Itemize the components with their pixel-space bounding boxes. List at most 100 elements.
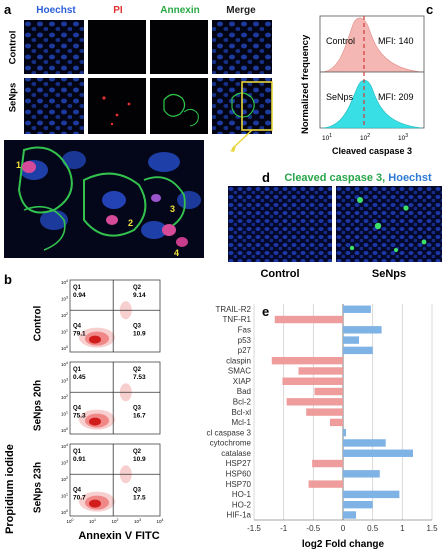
quadrant-name-q4: Q4: [73, 406, 82, 412]
category-label: HIF-1a: [227, 511, 252, 520]
control-pi-image: [88, 20, 146, 74]
flow-ytick: 101: [61, 329, 68, 335]
panel-c-xtick-10-3: 103: [398, 133, 408, 142]
panel-label-a: a: [4, 2, 12, 17]
density-core: [89, 335, 101, 344]
senps-annexin-image: [150, 78, 208, 134]
bar-p27: [343, 346, 373, 355]
flow-xtick: 100: [67, 518, 74, 524]
x-tick-label: -0.5: [306, 524, 320, 533]
quadrant-value-q3: 17.5: [133, 495, 146, 502]
quadrant-value-q2: 9.14: [133, 292, 146, 299]
quadrant-value-q2: 10.9: [133, 456, 146, 463]
quadrant-name-q4: Q4: [73, 324, 82, 330]
flow-xtick: 101: [89, 518, 96, 524]
panel-c-xtick-10-2: 102: [360, 133, 370, 142]
panel-c-xlabel: Cleaved caspase 3: [332, 146, 412, 156]
quadrant-name-q1: Q1: [73, 367, 82, 373]
x-tick-label: 1: [400, 524, 405, 533]
header-annexin: Annexin: [160, 5, 200, 16]
bar-fas: [343, 326, 382, 334]
bar-cl-caspase-3: [343, 428, 346, 437]
category-label: Bad: [237, 387, 251, 396]
quadrant-name-q2: Q2: [133, 367, 142, 373]
bar-hif-1a: [343, 511, 357, 519]
panel-label-e: e: [262, 304, 270, 319]
quadrant-name-q1: Q1: [73, 285, 82, 291]
category-label: cytochrome: [210, 439, 252, 448]
bar-hsp27: [312, 459, 343, 468]
bar-bcl-2: [286, 398, 343, 406]
senps-caspase-image: [336, 186, 442, 262]
bar-ho-2: [343, 500, 373, 509]
senps-mfi: MFI: 209: [378, 92, 414, 102]
bar-hsp70: [308, 480, 343, 488]
bar-cytochrome: [343, 439, 386, 447]
bar-catalase: [343, 449, 414, 457]
x-tick-label: 0.5: [367, 524, 379, 533]
cell-number-4: 4: [174, 248, 179, 258]
control-caspase-image: [228, 186, 332, 262]
header-pi: PI: [113, 5, 123, 16]
quadrant-value-q3: 10.9: [133, 331, 146, 338]
x-tick-label: 1.5: [426, 524, 438, 533]
category-label: HSP70: [226, 480, 252, 489]
category-label: Bcl-xl: [231, 408, 251, 417]
quadrant-value-q1: 0.45: [73, 374, 86, 381]
control-histogram-fill: [321, 17, 423, 73]
density-core: [89, 499, 101, 508]
flow-ytick: 102: [61, 476, 68, 482]
flow-ytick: 104: [61, 279, 68, 285]
category-label: HSP60: [226, 470, 252, 479]
flow-ytick: 102: [61, 394, 68, 400]
bar-p53: [343, 336, 360, 344]
control-mfi: MFI: 140: [378, 36, 414, 46]
bar-claspin: [271, 356, 343, 365]
flow-ytick: 102: [61, 312, 68, 318]
zoom-box: [241, 81, 273, 131]
bar-xiap: [282, 377, 343, 385]
flow-xtick: 102: [112, 518, 119, 524]
header-merge: Merge: [226, 5, 256, 16]
category-label: claspin: [226, 356, 251, 365]
panel-d-title-caspase: Cleaved caspase 3,: [284, 172, 386, 184]
control-hoechst-image: [24, 20, 84, 74]
quadrant-value-q2: 7.53: [133, 374, 146, 381]
quadrant-value-q3: 16.7: [133, 413, 146, 420]
flow-xtick: 103: [134, 518, 141, 524]
flow-ytick: 100: [61, 427, 68, 433]
bar-mcl-1: [329, 418, 343, 427]
flow-ytick: 103: [61, 296, 68, 302]
senps-pi-image: [88, 78, 146, 134]
category-label: HSP27: [226, 459, 252, 468]
flow-ytick: 103: [61, 378, 68, 384]
header-hoechst: Hoechst: [36, 5, 76, 16]
quadrant-name-q3: Q3: [133, 406, 142, 412]
control-annexin-image: [150, 20, 208, 74]
category-label: TNF-R1: [223, 315, 252, 324]
cell-number-1: 1: [16, 160, 21, 170]
category-label: TRAIL-R2: [215, 305, 251, 314]
category-label: Mcl-1: [231, 418, 251, 427]
bar-smac: [298, 367, 343, 375]
flow-ytick: 100: [61, 509, 68, 515]
panel-b-flow-plots: Q10.94Q29.14Q310.9Q479.1104103102101100Q…: [61, 279, 164, 524]
control-merge-image: [212, 20, 272, 74]
panel-d-micrographs: [228, 186, 442, 262]
category-label: HO-1: [232, 490, 252, 499]
category-label: p27: [238, 346, 252, 355]
bar-hsp60: [343, 470, 380, 478]
flow-ytick: 101: [61, 493, 68, 499]
quadrant-name-q2: Q2: [133, 449, 142, 455]
panel-b-ylabel: Propidium iodide: [4, 444, 16, 534]
panel-d-label-senps: SeNps: [371, 268, 407, 280]
panel-label-b: b: [4, 272, 12, 287]
category-label: HO-2: [232, 500, 252, 509]
quadrant-value-q4: 79.1: [73, 331, 86, 338]
quadrant-value-q1: 0.91: [73, 456, 86, 463]
senps-histogram-name: SeNps: [326, 92, 354, 102]
panel-a-micrographs: [24, 20, 273, 134]
